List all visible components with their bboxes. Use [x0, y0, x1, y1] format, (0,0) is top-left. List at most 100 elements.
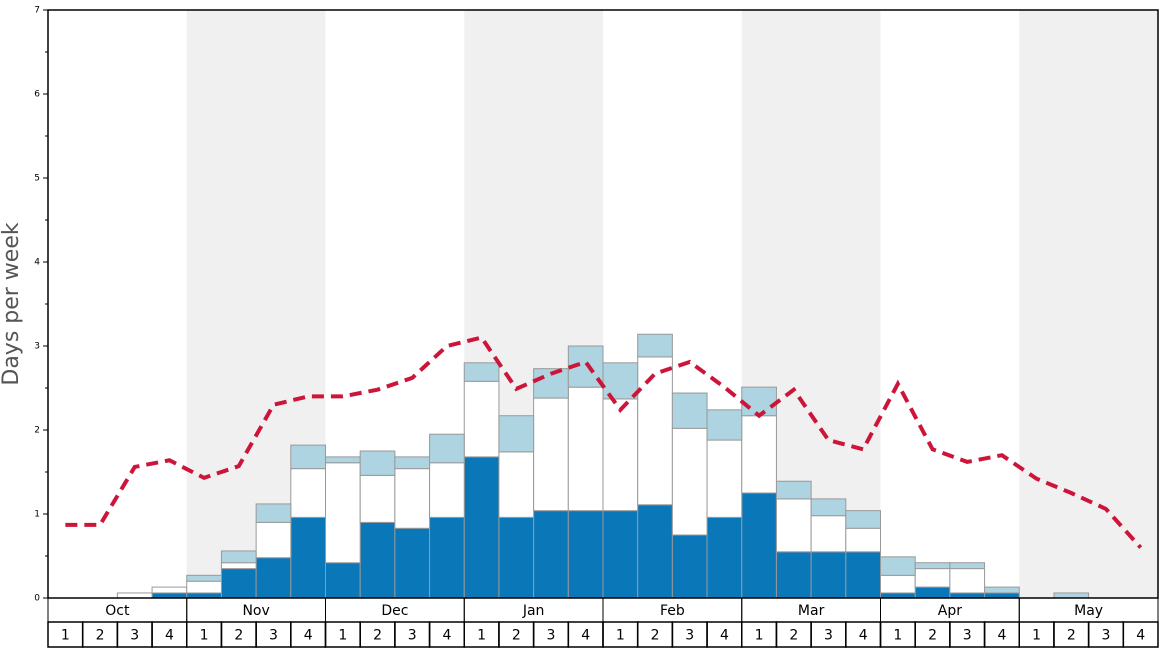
bar-segment — [949, 568, 986, 594]
bar-segment — [880, 592, 916, 599]
bar-segment — [359, 521, 396, 599]
y-tick-label: 2 — [34, 426, 40, 436]
x-tick-label: 1 — [755, 628, 764, 644]
bar-segment — [533, 510, 569, 599]
month-label: May — [1074, 603, 1103, 619]
y-tick-label: 3 — [34, 342, 40, 352]
bar-segment — [394, 456, 431, 470]
bar-segment — [463, 456, 500, 599]
x-tick-label: 3 — [130, 628, 139, 644]
x-tick-label: 4 — [997, 628, 1006, 644]
bar-segment — [186, 592, 222, 599]
bar-segment — [602, 398, 639, 512]
bar-segment — [810, 515, 847, 553]
month-label: Jan — [522, 603, 545, 619]
bar-segment — [845, 510, 881, 529]
x-tick-label: 3 — [547, 628, 556, 644]
bar-segment — [845, 551, 881, 599]
bar-segment — [706, 516, 743, 599]
bar-segment — [880, 574, 916, 594]
x-tick-label: 2 — [1067, 628, 1076, 644]
y-tick-label: 0 — [34, 594, 40, 604]
bar-segment — [1053, 592, 1090, 599]
bar-segment — [186, 574, 222, 582]
bar-segment — [325, 562, 361, 599]
bar-segment — [290, 444, 326, 470]
bar-segment — [255, 503, 292, 523]
bar-segment — [602, 362, 639, 400]
bar-segment — [914, 586, 951, 599]
x-tick-label: 3 — [824, 628, 833, 644]
y-tick-label: 1 — [34, 510, 40, 520]
month-label: Oct — [105, 603, 130, 619]
x-tick-label: 3 — [408, 628, 417, 644]
bar-segment — [429, 433, 465, 464]
x-tick-label: 2 — [96, 628, 105, 644]
x-tick-label: 3 — [963, 628, 972, 644]
x-tick-label: 1 — [61, 628, 70, 644]
bar-segment — [880, 556, 916, 576]
x-tick-label: 1 — [1032, 628, 1041, 644]
y-tick-label: 5 — [34, 174, 40, 184]
bar-segment — [498, 451, 535, 518]
month-label: Mar — [798, 603, 825, 619]
bar-segment — [637, 333, 673, 358]
bar-segment — [186, 580, 222, 594]
bar-segment — [949, 562, 986, 570]
bar-segment — [810, 551, 847, 599]
month-label: Feb — [660, 603, 685, 619]
x-tick-label: 4 — [165, 628, 174, 644]
month-label: Dec — [381, 603, 408, 619]
x-tick-label: 1 — [338, 628, 347, 644]
bar-segment — [463, 362, 500, 382]
bar-segment — [671, 392, 708, 429]
y-tick-label: 4 — [34, 258, 40, 268]
bar-segment — [567, 510, 604, 599]
bar-segment — [359, 450, 396, 476]
y-tick-label: 7 — [34, 6, 40, 16]
x-tick-label: 2 — [373, 628, 382, 644]
x-tick-label: 4 — [720, 628, 729, 644]
bar-segment — [429, 462, 465, 518]
bar-segment — [394, 527, 431, 599]
x-tick-label: 4 — [581, 628, 590, 644]
bar-segment — [810, 498, 847, 517]
bar-segment — [741, 415, 777, 494]
bar-segment — [151, 592, 188, 599]
bar-segment — [984, 586, 1020, 594]
bar-segment — [498, 415, 535, 453]
bar-segment — [984, 592, 1020, 599]
x-tick-label: 2 — [789, 628, 798, 644]
x-tick-label: 1 — [616, 628, 625, 644]
bar-segment — [220, 550, 257, 564]
bar-segment — [429, 516, 465, 599]
bar-segment — [775, 480, 812, 500]
x-tick-label: 4 — [304, 628, 313, 644]
month-label: Nov — [242, 603, 269, 619]
bar-segment — [325, 456, 361, 464]
bar-segment — [706, 409, 743, 441]
x-tick-label: 4 — [1136, 628, 1145, 644]
x-tick-label: 4 — [859, 628, 868, 644]
bar-segment — [498, 516, 535, 599]
bar-segment — [914, 562, 951, 570]
bar-segment — [775, 551, 812, 599]
bar-segment — [741, 492, 777, 599]
month-shade — [1019, 10, 1158, 598]
bar-segment — [394, 468, 431, 529]
bar-segment — [602, 510, 639, 599]
x-tick-label: 4 — [442, 628, 451, 644]
trend-line — [65, 335, 1143, 549]
x-tick-label: 2 — [928, 628, 937, 644]
bar-segment — [116, 592, 153, 599]
bar-segment — [949, 592, 986, 599]
bar-segment — [255, 557, 292, 599]
bar-segment — [359, 474, 396, 523]
x-tick-label: 1 — [200, 628, 209, 644]
bar-segment — [220, 562, 257, 570]
y-axis-label: Days per week — [0, 222, 24, 385]
bar-segment — [220, 568, 257, 599]
x-tick-label: 2 — [651, 628, 660, 644]
x-tick-label: 3 — [685, 628, 694, 644]
week-cell — [1122, 621, 1159, 648]
